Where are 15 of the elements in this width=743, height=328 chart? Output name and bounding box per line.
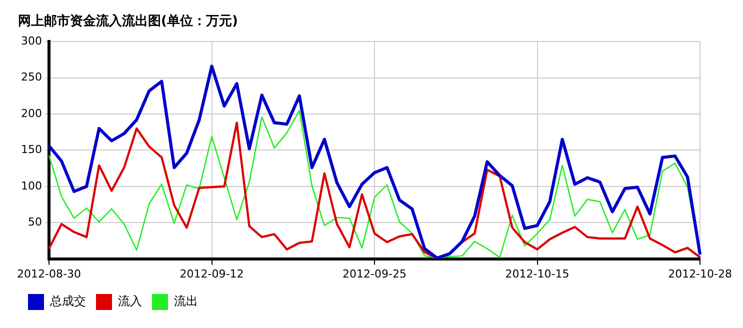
y-tick-label: 150 [20, 143, 42, 156]
x-tick-label: 2012-08-30 [17, 267, 81, 280]
y-tick-label: 100 [20, 179, 42, 192]
chart-title: 网上邮市资金流入流出图(单位：万元) [18, 13, 238, 30]
x-tick-label: 2012-09-12 [180, 267, 244, 280]
x-tick-label: 2012-10-15 [505, 267, 570, 280]
y-tick-label: 250 [20, 70, 42, 84]
legend-label: 流入 [118, 294, 142, 308]
legend-label: 流出 [174, 294, 198, 308]
y-tick-label: 300 [20, 34, 42, 48]
y-tick-label: 200 [20, 106, 42, 120]
x-tick-label: 2012-10-28 [668, 267, 732, 280]
legend-label: 总成交 [49, 294, 86, 308]
x-tick-label: 2012-09-25 [342, 267, 406, 280]
y-tick-label: 50 [28, 215, 42, 228]
